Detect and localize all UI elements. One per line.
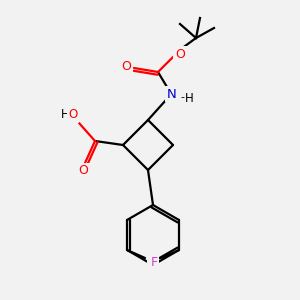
Text: O: O bbox=[121, 61, 131, 74]
Text: -: - bbox=[180, 92, 184, 102]
Text: O: O bbox=[175, 47, 185, 61]
Text: F: F bbox=[148, 256, 155, 269]
Text: H: H bbox=[184, 92, 194, 104]
Text: N: N bbox=[167, 88, 177, 100]
Text: O: O bbox=[78, 164, 88, 178]
Text: O: O bbox=[68, 109, 78, 122]
Text: H: H bbox=[61, 109, 69, 122]
Text: F: F bbox=[151, 256, 158, 269]
